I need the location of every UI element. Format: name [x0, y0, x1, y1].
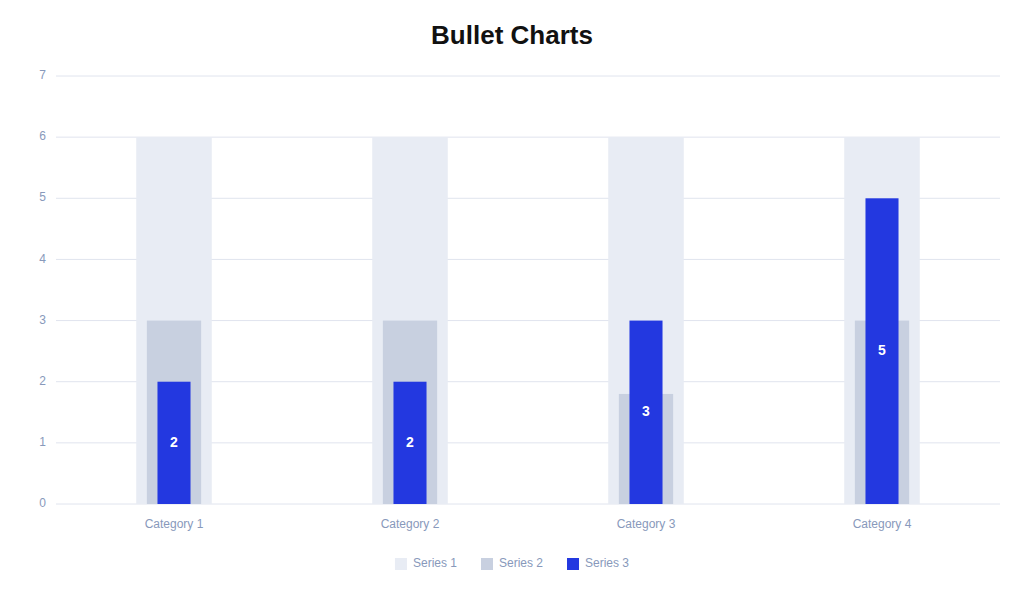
legend-label: Series 2 [499, 556, 543, 570]
y-tick-label: 1 [39, 435, 46, 449]
y-tick-label: 3 [39, 313, 46, 327]
legend-label: Series 3 [585, 556, 629, 570]
legend-item: Series 1 [395, 556, 457, 570]
y-tick-label: 6 [39, 129, 46, 143]
legend-swatch [567, 558, 579, 570]
legend-swatch [395, 558, 407, 570]
y-tick-label: 2 [39, 374, 46, 388]
bar [608, 137, 684, 504]
bar [629, 321, 662, 504]
bars [136, 137, 920, 504]
chart-svg: Bullet Charts 0 1 2 3 4 5 6 7 2 2 3 5 Category 1 Categ… [0, 0, 1024, 600]
y-tick-label: 7 [39, 68, 46, 82]
grid [56, 76, 1000, 504]
bar [136, 137, 212, 504]
y-tick-label: 5 [39, 190, 46, 204]
bar [147, 321, 201, 504]
x-tick-label: Category 3 [617, 517, 676, 531]
legend-label: Series 1 [413, 556, 457, 570]
data-label: 5 [878, 342, 886, 358]
bar [393, 382, 426, 504]
data-label: 2 [170, 434, 178, 450]
bar [372, 137, 448, 504]
data-label: 3 [642, 403, 650, 419]
x-tick-label: Category 2 [381, 517, 440, 531]
chart-title: Bullet Charts [431, 20, 593, 50]
data-labels: 2 2 3 5 [170, 342, 886, 450]
data-label: 2 [406, 434, 414, 450]
bar [157, 382, 190, 504]
legend-swatch [481, 558, 493, 570]
legend-item: Series 2 [481, 556, 543, 570]
legend-item: Series 3 [567, 556, 629, 570]
grid-line [56, 76, 1000, 77]
bar [844, 137, 920, 504]
chart-container: Bullet Charts 0 1 2 3 4 5 6 7 2 2 3 5 Category 1 Categ… [0, 0, 1024, 600]
x-tick-label: Category 4 [853, 517, 912, 531]
y-tick-label: 0 [39, 496, 46, 510]
bar [383, 321, 437, 504]
bar [865, 198, 898, 504]
legend: Series 1 Series 2 Series 3 [395, 556, 629, 570]
y-tick-label: 4 [39, 252, 46, 266]
x-tick-label: Category 1 [145, 517, 204, 531]
